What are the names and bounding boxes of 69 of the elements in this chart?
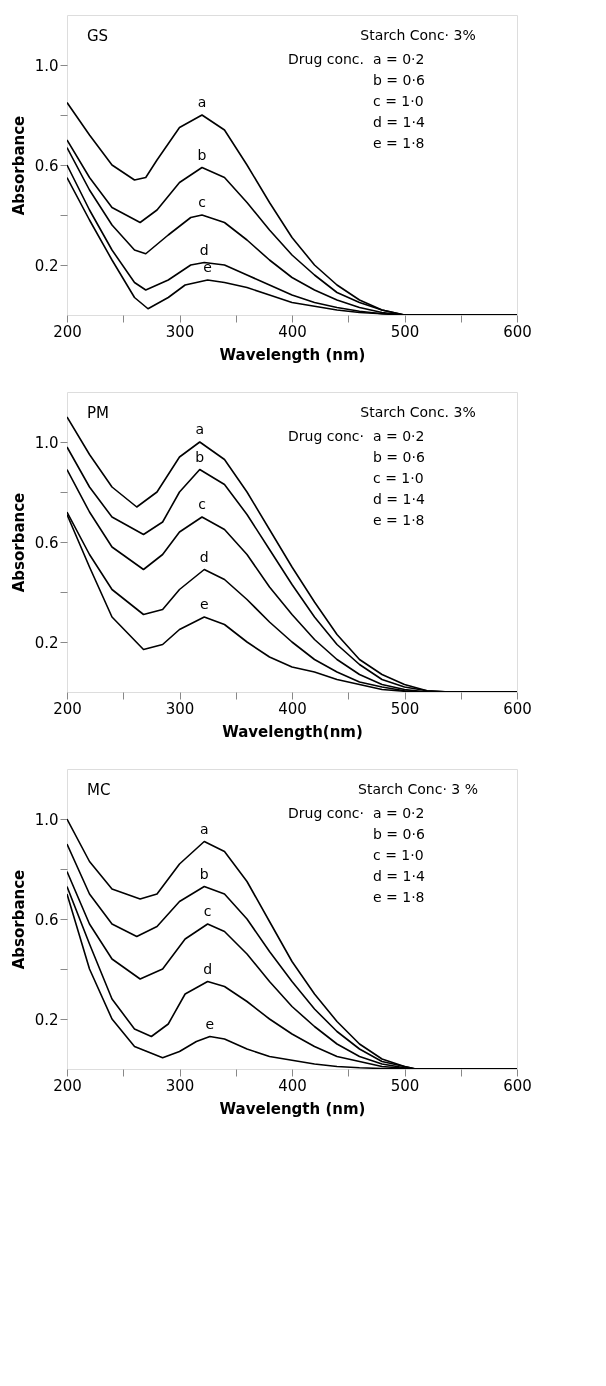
y-tick-label: 0.2 xyxy=(34,256,59,275)
x-tick-label: 200 xyxy=(53,699,82,718)
annotation: a = 0·2 xyxy=(373,428,425,444)
x-tick-label: 400 xyxy=(278,699,307,718)
annotation: e = 1·8 xyxy=(373,889,425,905)
annotation: b = 0·6 xyxy=(373,72,425,88)
y-tick-label: 1.0 xyxy=(34,433,59,452)
annotation: Drug conc· xyxy=(287,805,364,821)
y-tick-label: 1.0 xyxy=(34,56,59,75)
y-tick-label: 0.6 xyxy=(34,156,59,175)
series-label: e xyxy=(203,259,212,275)
annotation: Starch Conc. 3% xyxy=(360,404,476,420)
annotation: d = 1·4 xyxy=(373,491,425,507)
annotation: a = 0·2 xyxy=(373,805,425,821)
annotation: Starch Conc· 3% xyxy=(360,27,476,43)
x-axis-title: Wavelength(nm) xyxy=(222,722,363,741)
y-tick-label: 0.2 xyxy=(34,633,59,652)
y-tick-label: 1.0 xyxy=(34,810,59,829)
x-tick-label: 200 xyxy=(53,1076,82,1095)
series-label: a xyxy=(199,820,209,837)
text: PM xyxy=(87,404,109,422)
series-label: d xyxy=(203,960,213,977)
x-axis-title: Wavelength (nm) xyxy=(219,1099,366,1118)
x-tick-label: 600 xyxy=(503,322,532,341)
series-label: c xyxy=(198,496,206,512)
x-tick-label: 400 xyxy=(278,322,307,341)
annotation: b = 0·6 xyxy=(373,449,425,465)
annotation: Starch Conc· 3 % xyxy=(358,781,478,797)
y-tick-label: 0.6 xyxy=(34,533,59,552)
series-label: e xyxy=(205,1015,215,1032)
x-tick-label: 500 xyxy=(390,322,420,341)
annotation: c = 1·0 xyxy=(373,470,424,486)
text: MC xyxy=(87,781,111,799)
annotation: d = 1·4 xyxy=(373,114,425,130)
series-label: b xyxy=(197,146,207,163)
x-axis-title: Wavelength (nm) xyxy=(219,345,366,364)
x-tick-label: 600 xyxy=(503,699,532,718)
annotation: c = 1·0 xyxy=(373,93,424,109)
x-tick-label: 200 xyxy=(53,322,82,341)
annotation: d = 1·4 xyxy=(373,868,425,884)
series-label: b xyxy=(195,448,205,465)
y-tick-label: 0.6 xyxy=(34,910,59,929)
series-label: a xyxy=(197,94,207,110)
series-label: c xyxy=(198,194,206,210)
annotation: b = 0·6 xyxy=(373,826,425,842)
y-axis-title: Absorbance xyxy=(9,869,28,970)
series-label: d xyxy=(199,241,209,258)
x-tick-label: 300 xyxy=(165,699,195,718)
x-tick-label: 500 xyxy=(390,699,420,718)
annotation: e = 1·8 xyxy=(373,135,425,151)
annotation: Drug conc. xyxy=(287,51,364,67)
x-tick-label: 300 xyxy=(165,322,195,341)
y-axis-title: Absorbance xyxy=(9,115,28,216)
series-label: e xyxy=(199,596,209,612)
x-tick-label: 300 xyxy=(165,1076,195,1095)
annotation: Drug conc· xyxy=(287,428,364,444)
x-tick-label: 500 xyxy=(390,1076,420,1095)
series-label: b xyxy=(199,865,209,882)
y-tick-label: 0.2 xyxy=(34,1010,59,1029)
y-axis-title: Absorbance xyxy=(9,492,28,593)
series-label: c xyxy=(203,903,212,919)
x-tick-label: 600 xyxy=(503,1076,532,1095)
text: GS xyxy=(87,27,109,45)
annotation: c = 1·0 xyxy=(373,847,424,863)
series-label: a xyxy=(195,421,205,437)
annotation: a = 0·2 xyxy=(373,51,425,67)
series-label: d xyxy=(199,548,209,565)
annotation: e = 1·8 xyxy=(373,512,425,528)
x-tick-label: 400 xyxy=(278,1076,307,1095)
